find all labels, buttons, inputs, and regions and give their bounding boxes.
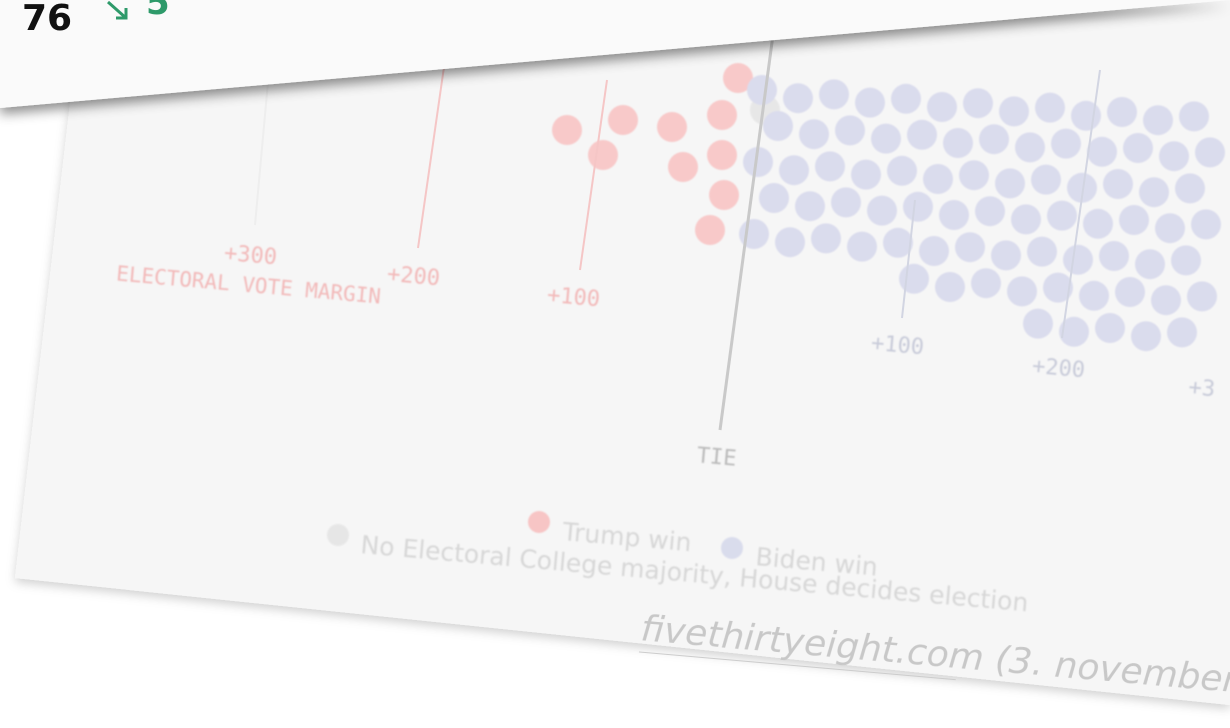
outcome-dot [1131,321,1161,351]
outcome-dot [1083,209,1113,239]
tick-label: +300 [223,241,278,271]
outcome-dot [999,96,1029,126]
outcome-dot [975,196,1005,226]
outcome-dot [1159,141,1189,171]
outcome-dot [775,227,805,257]
outcome-dot [779,155,809,185]
outcome-dot [831,187,861,217]
outcome-dot [811,223,841,253]
outcome-dot [1095,313,1125,343]
outcome-dot [907,120,937,150]
tie-label: TIE [696,443,738,471]
tick-label: +100 [546,283,601,313]
outcome-dot [963,88,993,118]
outcome-dot [1099,241,1129,271]
outcome-dot [1015,132,1045,162]
outcome-dot [1155,213,1185,243]
outcome-dot [943,128,973,158]
outcome-dot [1103,169,1133,199]
outcome-dot [847,232,877,262]
outcome-dot [1035,93,1065,123]
outcome-dot [799,119,829,149]
outcome-dot [891,84,921,114]
tick-label: +200 [386,262,441,292]
outcome-dot [1139,177,1169,207]
legend-swatch [528,511,550,533]
outcome-dot [819,79,849,109]
outcome-dot [995,168,1025,198]
outcome-dot [1171,245,1201,275]
outcome-dot [795,191,825,221]
outcome-dot [1023,309,1053,339]
outcome-dot [1143,105,1173,135]
outcome-dot [927,92,957,122]
outcome-dot [1011,204,1041,234]
legend-swatch [327,524,349,546]
outcome-dot [939,200,969,230]
outcome-dot [1195,137,1225,167]
outcome-dot [668,152,698,182]
outcome-dot [899,264,929,294]
outcome-dot [815,151,845,181]
outcome-dot [935,272,965,302]
tick-label: +200 [1031,354,1086,384]
outcome-dot [1027,237,1057,267]
outcome-dot [1167,317,1197,347]
outcome-dot [695,215,725,245]
outcome-dot [588,140,618,170]
outcome-dot [1187,281,1217,311]
outcome-dot [552,115,582,145]
outcome-dot [759,183,789,213]
outcome-dot [1135,249,1165,279]
outcome-dot [835,115,865,145]
outcome-dot [1107,97,1137,127]
outcome-dot [1119,205,1149,235]
outcome-dot [1063,245,1093,275]
outcome-dot [851,160,881,190]
outcome-dot [707,100,737,130]
outcome-dot [1007,276,1037,306]
outcome-dot [1031,165,1061,195]
outcome-dot [1051,129,1081,159]
outcome-dot [1087,137,1117,167]
outcome-dot [1123,133,1153,163]
outcome-dot [707,140,737,170]
outcome-dot [1115,277,1145,307]
outcome-dot [1179,101,1209,131]
header-change: 5 [146,0,170,23]
outcome-dot [903,192,933,222]
outcome-dot [783,83,813,113]
outcome-dot [1151,285,1181,315]
header-value: 76 [22,0,72,39]
legend-swatch [721,537,743,559]
screenshot: +300 ELECTORAL VOTE MARGIN +200 +100 TIE… [0,0,1230,728]
outcome-dot [887,156,917,186]
tick-label: +3 [1187,375,1216,402]
outcome-dot [1071,101,1101,131]
outcome-dot [867,196,897,226]
outcome-dot [657,112,687,142]
outcome-dot [959,160,989,190]
outcome-dot [1175,173,1205,203]
outcome-dot [871,124,901,154]
outcome-dot [709,180,739,210]
outcome-dot [1191,209,1221,239]
outcome-dot [979,124,1009,154]
outcome-dot [923,164,953,194]
outcome-dot [991,240,1021,270]
outcome-dot [608,105,638,135]
outcome-dot [971,268,1001,298]
outcome-dot [1047,201,1077,231]
outcome-dot [855,88,885,118]
outcome-dot [747,75,777,105]
outcome-dot [919,236,949,266]
outcome-dot [1079,281,1109,311]
outcome-dot [955,232,985,262]
outcome-dot [763,111,793,141]
tick-label: +100 [870,331,925,361]
